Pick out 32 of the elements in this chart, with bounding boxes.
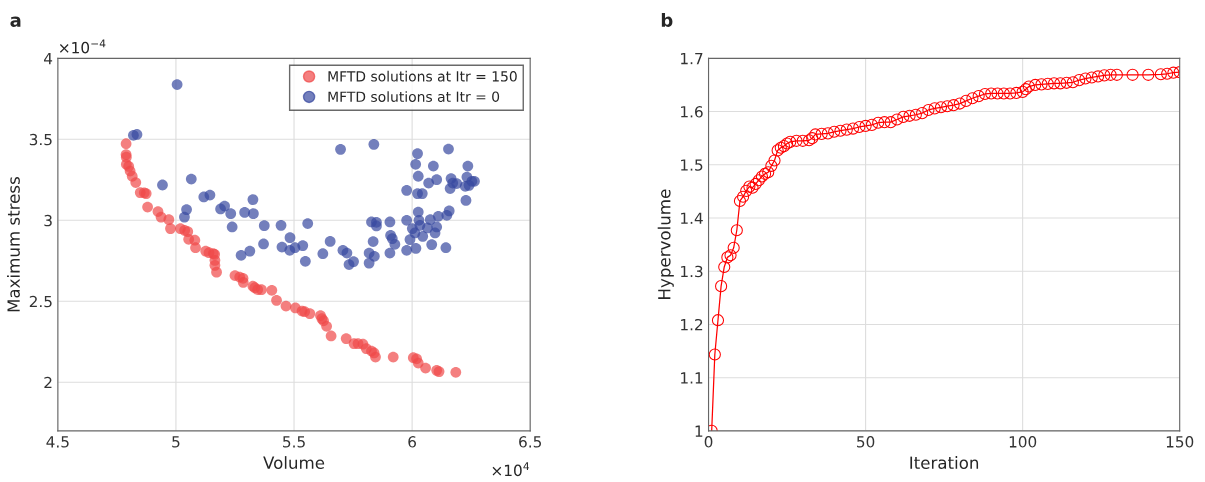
x-tick-label: 5	[172, 436, 180, 448]
y-tick-label: 4	[44, 52, 53, 65]
x-tick-label: 150	[1166, 436, 1194, 448]
chart-title: b	[661, 12, 673, 27]
y-tick-label: 3.5	[29, 133, 52, 146]
x-tick-label: 50	[857, 436, 875, 448]
y-tick-label: 2	[44, 376, 52, 389]
x-tick-label: 5.5	[283, 436, 305, 448]
x-tick-label: 4.5	[46, 436, 69, 448]
chart-title: a	[10, 16, 21, 27]
y-axis-title: Hypervolume	[657, 189, 674, 299]
text: ×10$^{4}$	[492, 462, 530, 477]
y-tick-label: 1.7	[681, 52, 703, 65]
legend-label: MFTD solutions at Itr = 0	[328, 91, 500, 102]
text: ×10$^{−4}$	[59, 39, 106, 54]
y-tick-label: 3	[44, 214, 52, 227]
y-tick-label: 1.6	[681, 106, 703, 118]
y-tick-label: 1	[695, 425, 703, 437]
y-tick-label: 2.5	[29, 295, 52, 308]
legend-label: MFTD solutions at Itr = 150	[328, 70, 517, 82]
x-tick-label: 0	[704, 436, 713, 448]
x-axis-title: Iteration	[910, 456, 979, 470]
x-tick-label: 6.5	[519, 436, 542, 448]
y-tick-label: 1.3	[681, 265, 703, 278]
y-tick-label: 1.4	[681, 212, 703, 224]
x-tick-label: 6	[408, 436, 417, 448]
x-axis-title: Volume	[263, 456, 325, 470]
y-tick-label: 1.1	[681, 372, 703, 384]
y-tick-label: 1.2	[681, 318, 703, 331]
x-tick-label: 100	[1009, 436, 1037, 448]
y-tick-label: 1.5	[681, 159, 703, 171]
y-axis-title: Maximum stress	[7, 177, 20, 312]
